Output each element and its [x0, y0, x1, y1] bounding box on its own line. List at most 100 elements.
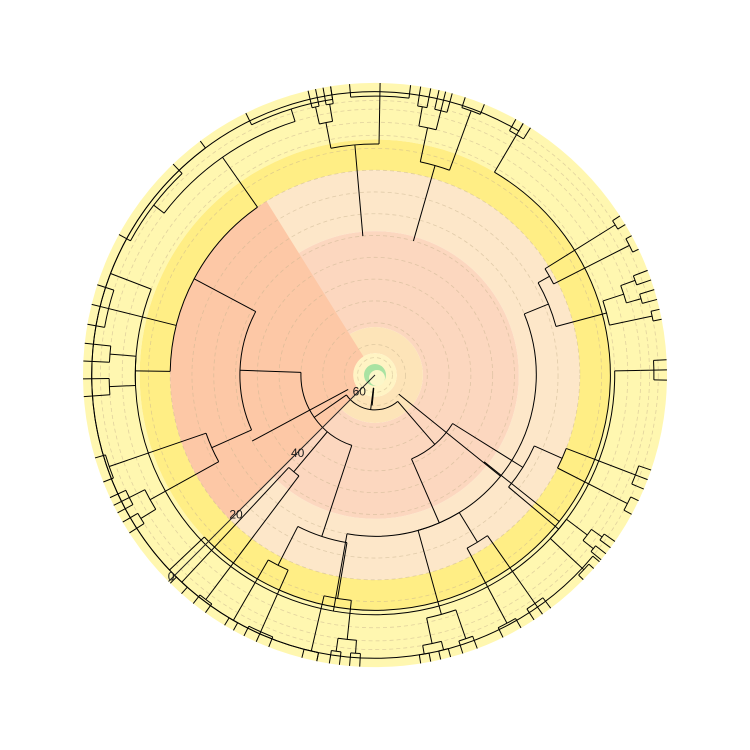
grid-ring: [169, 169, 581, 581]
branch-segment: [422, 645, 425, 655]
tip-branch: [652, 318, 662, 322]
grid-ring: [108, 108, 642, 642]
branch-segment: [109, 462, 120, 467]
branch-segment: [239, 369, 301, 373]
grid-ring: [357, 357, 393, 393]
branch-segment: [129, 489, 146, 498]
tip-branch: [428, 652, 432, 662]
tip-branch: [103, 477, 114, 483]
tip-branch: [438, 650, 442, 660]
scale-label-20: 20: [229, 508, 243, 522]
branch-segment: [411, 458, 440, 524]
branch-segment: [417, 530, 442, 615]
scale-label-40: 40: [291, 446, 305, 460]
branch-arc: [248, 625, 273, 638]
branch-segment: [211, 429, 252, 449]
tip-branch: [588, 563, 595, 569]
scale-label-0: 0: [168, 569, 175, 583]
branch-segment: [378, 109, 381, 145]
branch-arc: [578, 563, 590, 576]
branch-arc: [228, 617, 238, 624]
tip-branch: [497, 627, 504, 638]
branch-segment: [222, 156, 258, 208]
branch-segment: [346, 600, 352, 640]
grid-ring: [256, 256, 494, 494]
tip-branch: [245, 112, 253, 126]
tip-branch: [349, 652, 352, 666]
tip-branch: [636, 279, 652, 286]
branch-segment: [135, 370, 171, 372]
branch-segment: [623, 469, 636, 476]
branch-segment: [277, 526, 299, 566]
tip-branch: [638, 465, 652, 471]
tip-branch: [109, 489, 127, 499]
grid-ring: [147, 147, 603, 603]
tree-branches: [83, 83, 667, 667]
branch-segment: [602, 293, 624, 302]
scale-label-60: 60: [353, 384, 367, 398]
tip-branch: [94, 454, 106, 459]
branch-segment: [578, 564, 585, 571]
branch-arc: [631, 465, 640, 485]
grid-ring: [322, 322, 428, 428]
branch-segment: [426, 617, 433, 644]
tip-branch: [205, 603, 213, 614]
branch-segment: [440, 641, 445, 650]
tip-branch: [595, 545, 607, 555]
branch-segment: [591, 528, 603, 538]
tip-branch: [418, 654, 422, 664]
branch-segment: [290, 108, 296, 122]
branch-arc: [508, 445, 535, 488]
branch-segment: [329, 104, 334, 122]
branch-arc: [346, 313, 537, 537]
branch-segment: [609, 317, 644, 326]
branch-segment: [458, 512, 478, 543]
branch-segment: [582, 540, 594, 550]
branch-segment: [110, 273, 119, 278]
tip-branch: [328, 650, 332, 664]
tip-branch: [181, 586, 188, 595]
tip-branch: [534, 603, 543, 615]
tip-branch: [447, 648, 452, 658]
branch-arc: [337, 637, 357, 641]
branch-segment: [251, 388, 349, 442]
branch-segment: [370, 387, 374, 410]
branch-segment: [643, 315, 653, 319]
tip-branch: [509, 118, 517, 131]
branch-segment: [466, 547, 503, 614]
branch-segment: [398, 393, 501, 477]
tip-branch: [87, 323, 105, 328]
branch-segment: [125, 312, 177, 326]
branch-arc: [297, 525, 348, 544]
branch-segment: [321, 445, 353, 537]
tip-branch: [639, 289, 655, 295]
branch-segment: [237, 559, 269, 614]
tip-branch: [518, 123, 524, 132]
tip-branch: [97, 284, 115, 291]
branch-segment: [566, 518, 588, 536]
branch-arc: [331, 649, 342, 653]
branch-segment: [325, 122, 332, 149]
grid-ring: [344, 344, 406, 406]
branch-segment: [118, 276, 152, 290]
branch-segment: [501, 613, 508, 624]
tip-branch: [255, 631, 262, 642]
branch-segment: [534, 445, 563, 459]
branch-segment: [524, 303, 549, 315]
tip-branch: [224, 617, 230, 626]
branch-segment: [508, 486, 559, 530]
tip-branch: [232, 622, 239, 631]
tip-branch: [623, 509, 632, 515]
tip-branch: [268, 636, 274, 648]
branch-segment: [623, 244, 630, 249]
branch-segment: [549, 538, 580, 566]
branch-arc: [411, 423, 454, 460]
branch-segment: [557, 467, 620, 501]
branch-arc: [203, 171, 611, 611]
branch-segment: [619, 499, 628, 505]
branch-segment: [315, 106, 320, 125]
branch-segment: [181, 575, 189, 583]
branch-segment: [553, 247, 624, 285]
branch-segment: [140, 508, 157, 519]
